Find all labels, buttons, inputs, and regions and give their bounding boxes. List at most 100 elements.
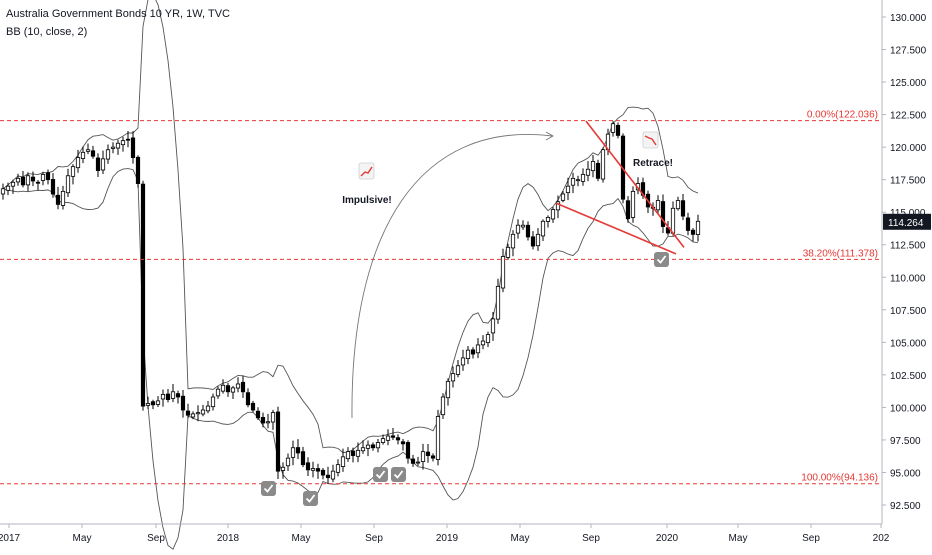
candle (320, 468, 326, 480)
candle (520, 220, 526, 230)
candle-body (190, 413, 196, 418)
icon-trend (360, 166, 373, 177)
bb-lower-band (2, 168, 699, 550)
x-tick-label: Sep (147, 533, 165, 544)
check-mark-icon (303, 491, 318, 506)
y-tick-label: 120.000 (890, 143, 927, 154)
candle (45, 169, 51, 185)
candle (355, 442, 361, 463)
candle-body (85, 149, 91, 152)
candle (175, 390, 181, 404)
candle (590, 155, 596, 178)
candle-body (120, 140, 126, 146)
candle-body (545, 217, 551, 222)
candle (570, 172, 576, 194)
candle-body (390, 435, 396, 438)
candle (115, 139, 121, 155)
candle (335, 459, 341, 477)
wedge-lower-line[interactable] (555, 202, 677, 255)
annotation-retrace: Retrace! (633, 158, 673, 169)
candle (220, 379, 226, 394)
y-tick-label: 110.000 (890, 273, 926, 284)
candle-body (115, 142, 121, 149)
candle (215, 386, 221, 399)
candle-body (415, 461, 421, 464)
candle (245, 388, 251, 408)
candle (155, 396, 161, 407)
candle (495, 278, 501, 324)
candle-body (105, 149, 111, 160)
candle-body (345, 451, 351, 460)
candle-body (465, 349, 471, 359)
candle (310, 461, 316, 478)
drawings[interactable] (351, 120, 685, 419)
candle-body (365, 444, 371, 449)
candle (375, 438, 381, 453)
candle (205, 400, 211, 414)
candle (120, 136, 126, 152)
x-tick-label: Sep (802, 533, 820, 544)
candle (10, 179, 16, 194)
candle (0, 183, 6, 200)
chart-title: Australia Government Bonds 10 YR, 1W, TV… (6, 8, 230, 20)
last-price-label: 114.264 (888, 218, 924, 229)
fib-level-label: 0.00%(122.036) (807, 110, 878, 121)
candle-body (530, 236, 536, 247)
candle (340, 448, 346, 472)
candle (525, 221, 531, 241)
candle-body (330, 470, 336, 480)
candle (625, 196, 631, 223)
y-tick-label: 112.500 (890, 241, 926, 252)
candle-body (0, 188, 6, 195)
candle-body (555, 201, 561, 211)
candle-body (10, 181, 16, 187)
candle (535, 228, 541, 251)
check-stroke (305, 494, 316, 503)
candle-body (55, 194, 61, 205)
x-tick-label: 202 (873, 533, 890, 544)
y-tick-label: 100.000 (890, 403, 927, 414)
impulse-curve-arrow[interactable] (351, 134, 553, 419)
candle (390, 428, 396, 440)
candle-body (45, 172, 51, 181)
candle (170, 384, 176, 403)
candle (235, 377, 241, 393)
candle-body (65, 175, 71, 194)
fib-level-label: 38.20%(111.378) (803, 248, 878, 259)
candle-body (580, 174, 586, 182)
check-box (391, 467, 406, 482)
candle (435, 409, 441, 466)
check-stroke (393, 470, 404, 479)
candle-body (270, 412, 276, 423)
candle-body (400, 441, 406, 445)
candle (660, 194, 666, 233)
candle (395, 434, 401, 445)
candle (555, 195, 561, 219)
candle (55, 186, 61, 210)
candle (415, 456, 421, 466)
icon-frame (358, 162, 375, 180)
candle-body (355, 449, 361, 457)
candle-body (480, 340, 486, 346)
candle-body (335, 464, 341, 473)
wedge-upper-line[interactable] (585, 120, 685, 248)
check-box (303, 491, 318, 506)
candle-body (670, 207, 676, 234)
candle (15, 173, 21, 186)
fib-retracement[interactable]: 0.00%(122.036) 38.20%(111.378) 100.00%(94.… (0, 110, 882, 485)
candle (65, 168, 71, 197)
candle-body (25, 175, 31, 186)
candle-body (610, 123, 616, 133)
candle (360, 440, 366, 454)
candle-body (290, 447, 296, 458)
annotation-impulsive: Impulsive! (342, 195, 391, 206)
candle (595, 159, 601, 182)
candle-body (350, 450, 356, 456)
y-tick-label: 107.500 (890, 306, 927, 317)
candle-body (675, 200, 681, 210)
candle (475, 338, 481, 359)
candle (190, 411, 196, 420)
candle-body (565, 185, 571, 194)
